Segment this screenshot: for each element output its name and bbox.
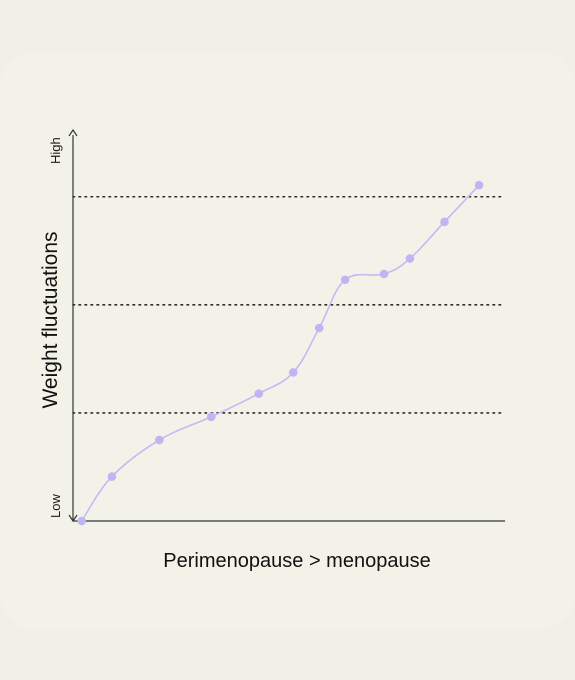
y-tick-label-high: High	[48, 137, 63, 164]
y-axis-title: Weight fluctuations	[39, 231, 62, 408]
data-point-4	[206, 412, 216, 422]
chart-card	[0, 52, 575, 630]
series-line-1	[80, 184, 480, 522]
data-point-1	[77, 516, 86, 526]
data-point-5	[254, 389, 264, 398]
y-tick-label-low: Low	[48, 494, 63, 518]
gridlines	[72, 195, 506, 414]
labels: High Low Weight fluctuations Perimenopau…	[39, 137, 431, 572]
x-axis-title: Perimenopause > menopause	[163, 550, 430, 572]
data-point-6	[289, 368, 298, 377]
y-axis-arrow-up-icon	[68, 128, 78, 137]
y-axis-arrow-down-icon	[68, 514, 78, 523]
axes	[68, 128, 505, 523]
data-point-2	[107, 472, 117, 481]
data-point-8	[340, 275, 350, 285]
data-point-3	[155, 435, 164, 445]
data-point-9	[379, 269, 389, 279]
series-group	[77, 180, 484, 526]
data-point-7	[314, 323, 324, 333]
data-point-11	[440, 217, 449, 227]
data-point-12	[474, 180, 484, 190]
data-point-10	[405, 254, 415, 263]
